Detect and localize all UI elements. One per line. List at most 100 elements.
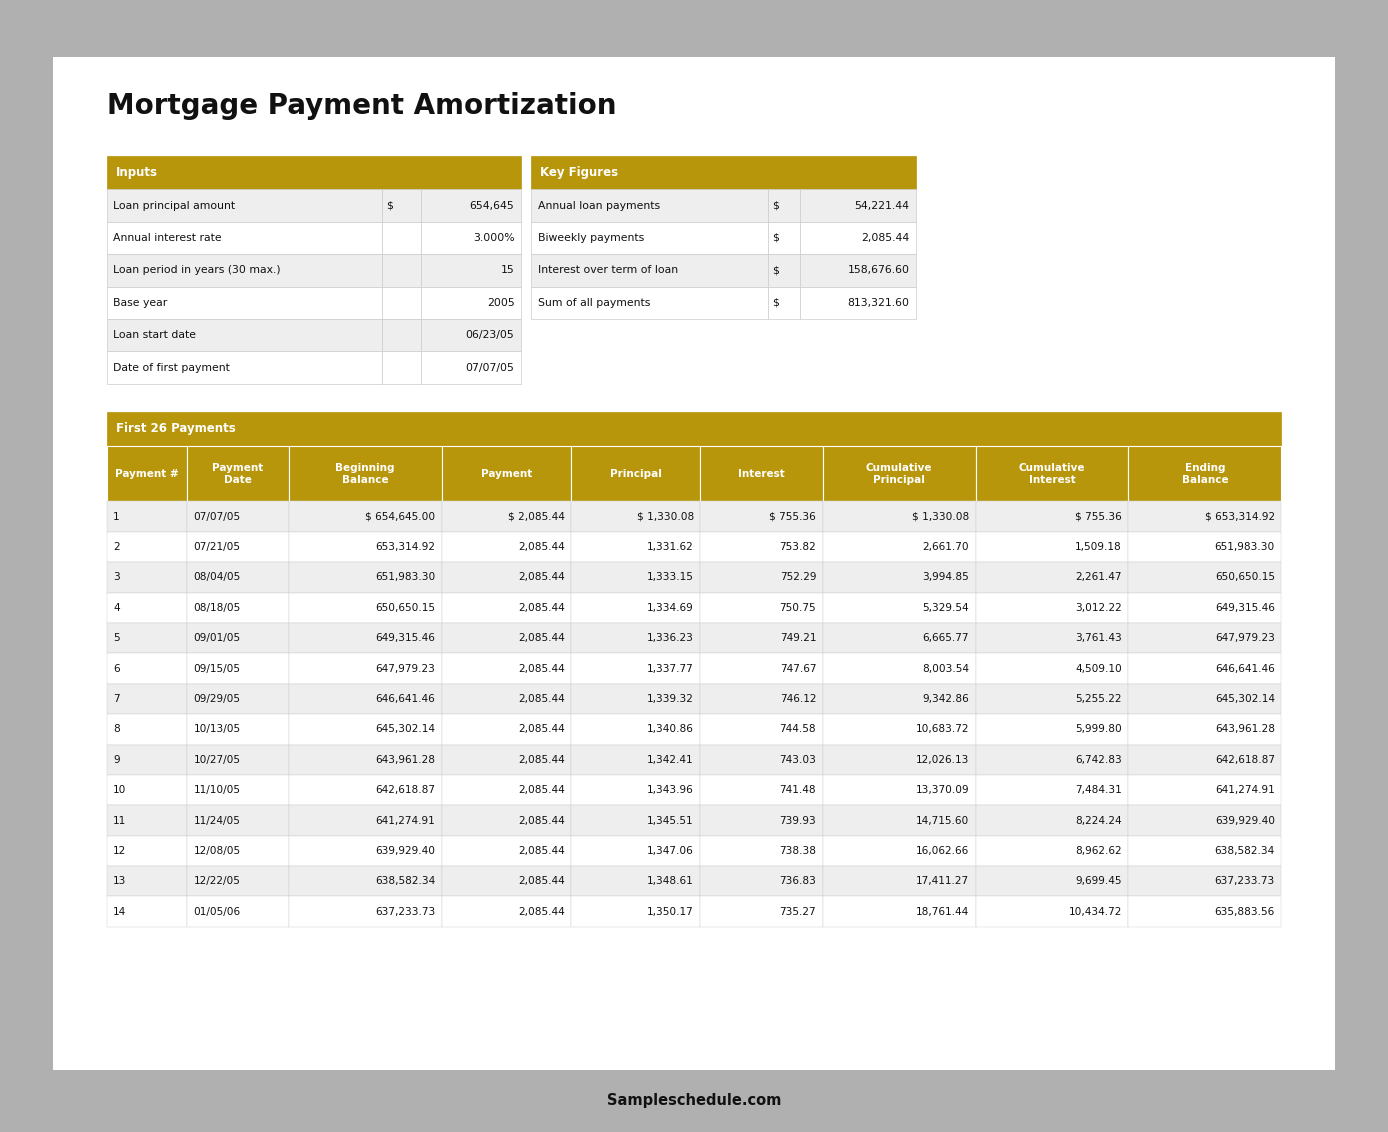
Bar <box>823 775 976 805</box>
Text: Ending
Balance: Ending Balance <box>1181 463 1228 484</box>
Bar <box>187 446 289 501</box>
Text: 10/27/05: 10/27/05 <box>194 755 240 765</box>
Bar <box>187 501 289 532</box>
Bar <box>187 653 289 684</box>
Text: 735.27: 735.27 <box>780 907 816 917</box>
Bar <box>976 714 1128 745</box>
Text: 8: 8 <box>112 724 119 735</box>
Text: 649,315.46: 649,315.46 <box>1214 602 1276 612</box>
Text: 2005: 2005 <box>487 298 515 308</box>
Text: 1,509.18: 1,509.18 <box>1076 542 1122 552</box>
Text: $: $ <box>772 233 779 243</box>
Text: 9: 9 <box>112 755 119 765</box>
Text: 3,994.85: 3,994.85 <box>923 573 969 582</box>
Bar <box>1128 775 1281 805</box>
Text: 08/04/05: 08/04/05 <box>194 573 242 582</box>
Text: 09/01/05: 09/01/05 <box>194 633 240 643</box>
Bar <box>570 805 701 835</box>
Bar <box>823 446 976 501</box>
Text: 06/23/05: 06/23/05 <box>466 331 515 341</box>
Bar <box>1128 805 1281 835</box>
Text: 2,085.44: 2,085.44 <box>518 663 565 674</box>
Bar <box>823 897 976 927</box>
Text: 2,661.70: 2,661.70 <box>923 542 969 552</box>
Bar <box>701 775 823 805</box>
Bar <box>1128 835 1281 866</box>
Text: 637,233.73: 637,233.73 <box>375 907 436 917</box>
Text: 1,334.69: 1,334.69 <box>647 602 694 612</box>
Bar <box>187 684 289 714</box>
Bar <box>441 897 570 927</box>
Bar <box>1128 745 1281 775</box>
Bar <box>823 745 976 775</box>
Bar <box>532 222 769 255</box>
Text: 12/08/05: 12/08/05 <box>194 846 240 856</box>
Bar <box>701 805 823 835</box>
Text: 750.75: 750.75 <box>780 602 816 612</box>
Bar <box>441 501 570 532</box>
Text: $ 1,330.08: $ 1,330.08 <box>637 512 694 522</box>
Bar <box>801 189 916 222</box>
Text: $ 2,085.44: $ 2,085.44 <box>508 512 565 522</box>
Text: $ 653,314.92: $ 653,314.92 <box>1205 512 1276 522</box>
Text: 5,999.80: 5,999.80 <box>1076 724 1122 735</box>
Text: $ 755.36: $ 755.36 <box>769 512 816 522</box>
Text: 5: 5 <box>112 633 119 643</box>
Bar <box>421 286 520 319</box>
Text: 649,315.46: 649,315.46 <box>375 633 436 643</box>
Text: $ 654,645.00: $ 654,645.00 <box>365 512 436 522</box>
Bar <box>823 835 976 866</box>
Bar <box>289 623 441 653</box>
Bar <box>701 592 823 623</box>
Bar <box>570 684 701 714</box>
Bar <box>441 532 570 563</box>
Text: 1,343.96: 1,343.96 <box>647 786 694 795</box>
Text: 158,676.60: 158,676.60 <box>848 265 909 275</box>
Bar <box>823 805 976 835</box>
Bar <box>289 866 441 897</box>
Text: Base year: Base year <box>112 298 168 308</box>
Bar <box>382 286 421 319</box>
Text: 2: 2 <box>112 542 119 552</box>
Text: 11/24/05: 11/24/05 <box>194 815 240 825</box>
Bar <box>382 222 421 255</box>
Bar <box>421 189 520 222</box>
Bar <box>976 532 1128 563</box>
Text: 1,337.77: 1,337.77 <box>647 663 694 674</box>
Bar <box>769 286 801 319</box>
Text: 1,342.41: 1,342.41 <box>647 755 694 765</box>
Bar <box>976 745 1128 775</box>
Text: 07/07/05: 07/07/05 <box>194 512 240 522</box>
Text: 8,224.24: 8,224.24 <box>1076 815 1122 825</box>
Text: 4: 4 <box>112 602 119 612</box>
Bar <box>187 563 289 592</box>
Text: 12/22/05: 12/22/05 <box>194 876 240 886</box>
Text: 2,085.44: 2,085.44 <box>518 907 565 917</box>
Bar <box>107 189 382 222</box>
Text: Mortgage Payment Amortization: Mortgage Payment Amortization <box>107 92 616 120</box>
Text: 753.82: 753.82 <box>780 542 816 552</box>
Text: Sum of all payments: Sum of all payments <box>537 298 650 308</box>
Text: 643,961.28: 643,961.28 <box>1214 724 1276 735</box>
Text: 09/15/05: 09/15/05 <box>194 663 240 674</box>
Bar <box>441 714 570 745</box>
Text: 641,274.91: 641,274.91 <box>376 815 436 825</box>
Bar <box>1128 684 1281 714</box>
Bar <box>1128 897 1281 927</box>
Bar <box>769 255 801 286</box>
Bar <box>107 592 187 623</box>
Text: 14,715.60: 14,715.60 <box>916 815 969 825</box>
Bar <box>570 653 701 684</box>
Text: 8,003.54: 8,003.54 <box>922 663 969 674</box>
Text: 2,085.44: 2,085.44 <box>518 602 565 612</box>
Text: Biweekly payments: Biweekly payments <box>537 233 644 243</box>
Bar <box>107 319 382 351</box>
Bar <box>289 775 441 805</box>
Text: 16,062.66: 16,062.66 <box>916 846 969 856</box>
Bar <box>421 351 520 384</box>
Text: 10,434.72: 10,434.72 <box>1069 907 1122 917</box>
Text: 736.83: 736.83 <box>779 876 816 886</box>
Bar <box>701 745 823 775</box>
Text: 2,085.44: 2,085.44 <box>861 233 909 243</box>
Bar <box>823 563 976 592</box>
